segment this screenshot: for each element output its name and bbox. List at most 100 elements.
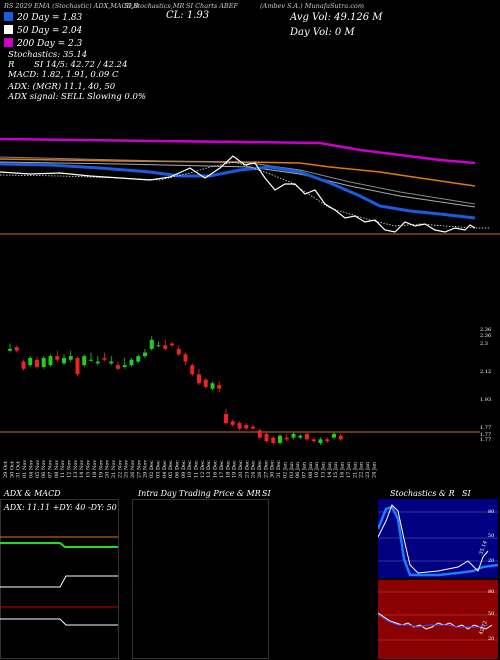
date-tick-label: 02 Dec [149, 460, 155, 478]
avg-volume: Avg Vol: 49.126 M [290, 12, 383, 23]
adx-values: ADX: 11.11 +DY: 40 -DY: 50 [3, 503, 117, 512]
date-tick-label: 03 Jan [289, 461, 295, 478]
date-tick-label: 30 Dec [270, 460, 276, 478]
candle-body [170, 343, 174, 346]
intraday-panel [132, 499, 269, 659]
price-axis-label: 2.12 [480, 369, 491, 375]
date-tick-label: 03 Dec [155, 460, 161, 478]
candle-body [62, 357, 66, 364]
price-axis: 2.362.362.32.121.931.771.771.77 [480, 327, 491, 443]
legend-label: 50 Day = 2.04 [17, 26, 83, 36]
ma200-line [0, 137, 476, 165]
candle-body [41, 357, 46, 367]
candle-body [311, 439, 316, 442]
candle-body [14, 347, 19, 351]
candle-body [244, 424, 249, 429]
adx-signal: ADX signal: SELL Slowing 0.0% [8, 92, 146, 102]
legend-20day: 20 Day = 1.83 [4, 12, 82, 23]
candle-body [21, 361, 26, 369]
date-tick-label: 24 Jan [371, 461, 377, 478]
adx-macd-panel: ADX: 11.11 +DY: 40 -DY: 50 [0, 499, 119, 659]
grey-ma-line-1 [0, 156, 476, 205]
si-prefix: R [8, 60, 15, 70]
date-tick-label: 19 Dec [232, 460, 238, 478]
candle-body [82, 356, 87, 366]
candle-body [156, 345, 161, 347]
price-axis-label: 1.77 [480, 432, 491, 438]
date-tick-label: 26 Nov [130, 460, 136, 478]
date-tick-label: 14 Nov [79, 460, 85, 478]
candle-body [163, 345, 168, 349]
day-volume: Day Vol: 0 M [290, 27, 355, 38]
date-tick-label: 26 Dec [257, 460, 263, 478]
date-tick-label: 13 Dec [206, 460, 212, 478]
grey-ma-line-2 [0, 161, 476, 208]
date-tick-label: 09 Dec [181, 460, 187, 478]
date-tick-label: 13 Nov [73, 460, 79, 478]
adx-green-line [0, 542, 118, 548]
date-tick-label: 31 Dec [276, 460, 282, 478]
date-tick-label: 31 Oct [16, 461, 22, 478]
intraday-panel-title: Intra Day Trading Price & MR [138, 489, 261, 498]
candle-body [89, 359, 93, 361]
candle-body [48, 356, 53, 366]
candle-body [298, 435, 303, 438]
date-tick-label: 22 Jan [359, 461, 365, 478]
candle-body [217, 385, 222, 389]
macd-value: MACD: 1.82, 1.91, 0.09 C [8, 70, 119, 80]
candle-body [129, 359, 134, 366]
date-tick-label: 12 Dec [200, 460, 206, 478]
date-tick-label: 06 Nov [41, 460, 47, 478]
candle-body [35, 359, 39, 367]
date-tick-label: 08 Jan [308, 461, 314, 478]
stoch-tick-80: 80 [488, 509, 494, 515]
stoch-d-line [378, 504, 489, 574]
price-axis-label: 2.3 [480, 341, 488, 347]
intraday-si-label: SI [262, 489, 271, 498]
candle-body [325, 439, 330, 442]
candle-body [68, 356, 73, 360]
stoch-tick-20: 20 [488, 558, 494, 564]
adx-panel-title: ADX & MACD [4, 489, 61, 498]
adx-line: ADX: (MGR) 11.1, 40, 50 [8, 82, 116, 92]
candle-body [116, 365, 120, 369]
legend-200day: 200 Day = 2.3 [4, 38, 82, 49]
price-axis-label: 1.93 [480, 397, 491, 403]
date-tick-label: 19 Nov [98, 460, 104, 478]
date-tick-label: 15 Nov [86, 460, 92, 478]
candle-body [143, 352, 147, 357]
candle-body [264, 433, 269, 442]
ma20-line [0, 162, 476, 220]
date-tick-label: 23 Jan [365, 461, 371, 478]
candle-body [318, 439, 323, 443]
candle-body [257, 430, 262, 438]
date-tick-label: 21 Nov [111, 460, 117, 478]
candle-body [230, 421, 235, 425]
candle-body [149, 339, 154, 349]
price-axis-label: 1.77 [480, 425, 491, 431]
stoch-line: SI,Stochastics,MR [124, 2, 185, 10]
price-axis-label: 2.36 [480, 327, 491, 333]
price-axis-label: 1.77 [480, 437, 491, 443]
si-value: SI 14/5: 42.72 / 42.24 [34, 60, 128, 70]
price-axis-label: 2.36 [480, 333, 491, 339]
candle-body [203, 379, 208, 387]
date-tick-label: 21 Jan [352, 461, 358, 478]
date-tick-label: 08 Nov [54, 460, 60, 478]
date-tick-label: 05 Dec [168, 460, 174, 478]
date-tick-label: 17 Jan [346, 461, 352, 478]
candle-body [190, 365, 195, 375]
date-tick-label: 18 Nov [92, 460, 98, 478]
candle-body [338, 435, 343, 440]
stoch-dotted-line [0, 161, 490, 229]
company-line: (Ambev S.A.) MunafaSutra.com [260, 2, 364, 10]
candle-body [291, 433, 296, 438]
date-tick-label: 22 Nov [117, 460, 123, 478]
ma50-line [0, 155, 476, 233]
candle-body [278, 435, 282, 443]
rsi-tick-80: 80 [488, 589, 494, 595]
candle-body [197, 374, 201, 384]
candle-body [271, 437, 276, 443]
date-tick-label: 27 Nov [136, 460, 142, 478]
date-tick-label: 29 Nov [143, 460, 149, 478]
